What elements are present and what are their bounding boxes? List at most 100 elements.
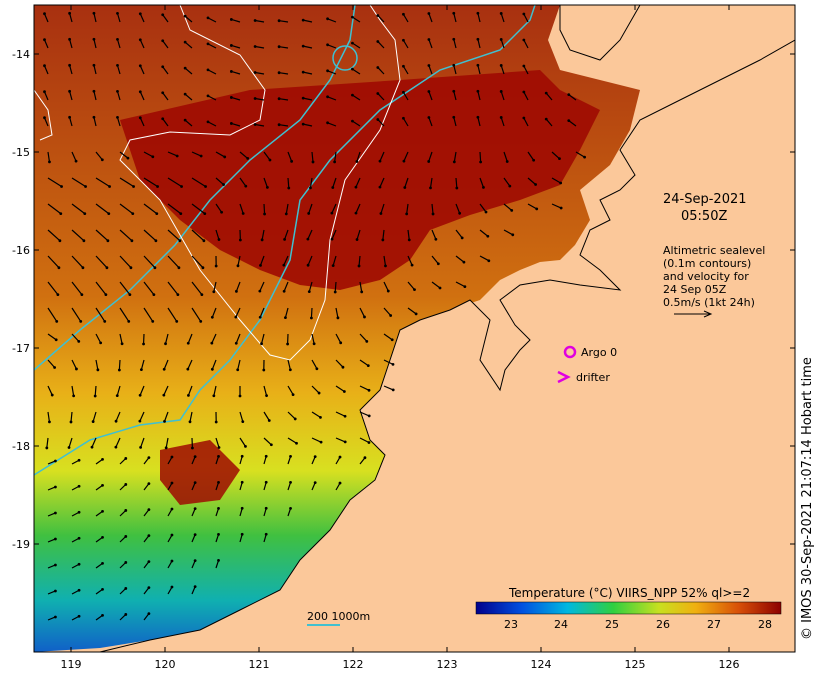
velocity-arrow (287, 151, 293, 162)
velocity-arrow (523, 13, 529, 23)
velocity-arrow (167, 229, 181, 242)
velocity-arrow-head (376, 14, 380, 17)
isobath-scale-label: 200 1000m (307, 610, 370, 623)
velocity-arrow-head (363, 315, 366, 319)
velocity-arrow-head (54, 511, 57, 515)
velocity-arrow (477, 13, 481, 23)
velocity-arrow-head (177, 266, 181, 270)
velocity-arrow (428, 91, 433, 101)
velocity-arrow-head (77, 484, 81, 488)
velocity-arrow-head (427, 90, 431, 93)
velocity-arrow (94, 385, 97, 397)
velocity-arrow-head (476, 115, 480, 119)
velocity-arrow-head (48, 160, 51, 164)
velocity-arrow (453, 13, 457, 23)
velocity-arrow-head (463, 285, 467, 289)
velocity-arrow (455, 203, 461, 214)
velocity-arrow-head (80, 293, 84, 296)
velocity-arrow-head (460, 236, 464, 240)
velocity-arrow (402, 13, 409, 23)
velocity-arrow-head (204, 185, 207, 188)
velocity-arrow (263, 151, 271, 161)
isobath-1000m (34, 5, 536, 476)
velocity-arrow-head (277, 97, 281, 101)
argo-float-marker (563, 345, 577, 359)
velocity-arrow (95, 255, 108, 269)
velocity-arrow-head (390, 338, 394, 342)
velocity-arrow (95, 151, 103, 161)
velocity-arrow-head (544, 91, 548, 95)
velocity-arrow-head (117, 368, 121, 372)
velocity-arrow-head (313, 481, 317, 485)
velocity-arrow-head (511, 233, 515, 237)
velocity-arrow (215, 151, 225, 158)
velocity-arrow (568, 94, 577, 101)
velocity-arrow-head (306, 263, 310, 267)
velocity-arrow-head (534, 183, 537, 186)
velocity-arrow-head (567, 93, 571, 97)
velocity-arrow (331, 229, 337, 240)
velocity-arrow-head (116, 37, 119, 41)
velocity-arrow-head (326, 69, 329, 73)
velocity-arrow-head (376, 66, 380, 69)
velocity-arrow-head (277, 71, 281, 75)
velocity-arrow (335, 411, 346, 417)
velocity-arrow-head (127, 320, 131, 323)
velocity-arrow-head (126, 156, 130, 160)
velocity-arrow (279, 46, 289, 49)
velocity-arrow (191, 203, 206, 215)
velocity-arrow-head (139, 446, 143, 449)
velocity-arrow (239, 437, 246, 447)
x-tick-label: 126 (719, 658, 740, 671)
velocity-arrow-head (376, 118, 380, 121)
velocity-arrow-head (43, 90, 46, 94)
colorbar-tick-label: 28 (758, 618, 772, 631)
velocity-arrow-head (289, 507, 292, 510)
drifter-label: drifter (576, 371, 610, 384)
y-tick-label: -16 (12, 244, 30, 257)
velocity-arrow (93, 117, 97, 127)
velocity-arrow (523, 117, 529, 127)
velocity-arrow-head (427, 38, 431, 41)
velocity-arrow (139, 411, 145, 422)
velocity-arrow-head (486, 234, 490, 238)
velocity-arrow-head (355, 160, 359, 163)
velocity-arrow-head (116, 89, 119, 93)
velocity-arrow-head (75, 367, 78, 371)
velocity-arrow (377, 119, 385, 127)
velocity-arrow (191, 151, 202, 157)
velocity-arrow-head (124, 613, 128, 616)
velocity-arrow-head (241, 420, 245, 424)
velocity-arrow (95, 333, 102, 344)
velocity-arrow (455, 255, 465, 263)
velocity-arrow (163, 411, 169, 422)
velocity-arrow-head (326, 43, 329, 47)
velocity-arrow-head (50, 393, 54, 397)
velocity-arrow (143, 177, 158, 188)
velocity-arrow-head (307, 290, 311, 294)
velocity-arrow-head (206, 120, 210, 124)
velocity-arrow-head (77, 588, 81, 592)
velocity-arrow-head (240, 454, 244, 458)
velocity-arrow-head (287, 186, 291, 190)
velocity-arrow-head (138, 116, 142, 120)
x-axis: 119 120 121 122 123 124 125 126 (61, 5, 740, 671)
velocity-arrow-head (260, 238, 264, 242)
velocity-arrow-head (147, 586, 151, 590)
velocity-arrow (163, 359, 169, 370)
velocity-arrow-head (147, 560, 151, 564)
velocity-arrow (47, 281, 59, 295)
velocity-arrow-head (499, 90, 503, 93)
velocity-arrow-head (333, 160, 337, 164)
velocity-arrow (383, 281, 389, 292)
velocity-arrow (428, 117, 433, 127)
velocity-arrow-head (186, 367, 190, 371)
velocity-arrow-head (170, 455, 174, 459)
velocity-arrow (207, 43, 217, 49)
velocity-arrow-head (116, 63, 119, 67)
velocity-arrow (143, 255, 156, 269)
velocity-arrow (383, 333, 393, 341)
velocity-arrow-head (313, 455, 317, 459)
velocity-arrow-head (482, 185, 485, 189)
